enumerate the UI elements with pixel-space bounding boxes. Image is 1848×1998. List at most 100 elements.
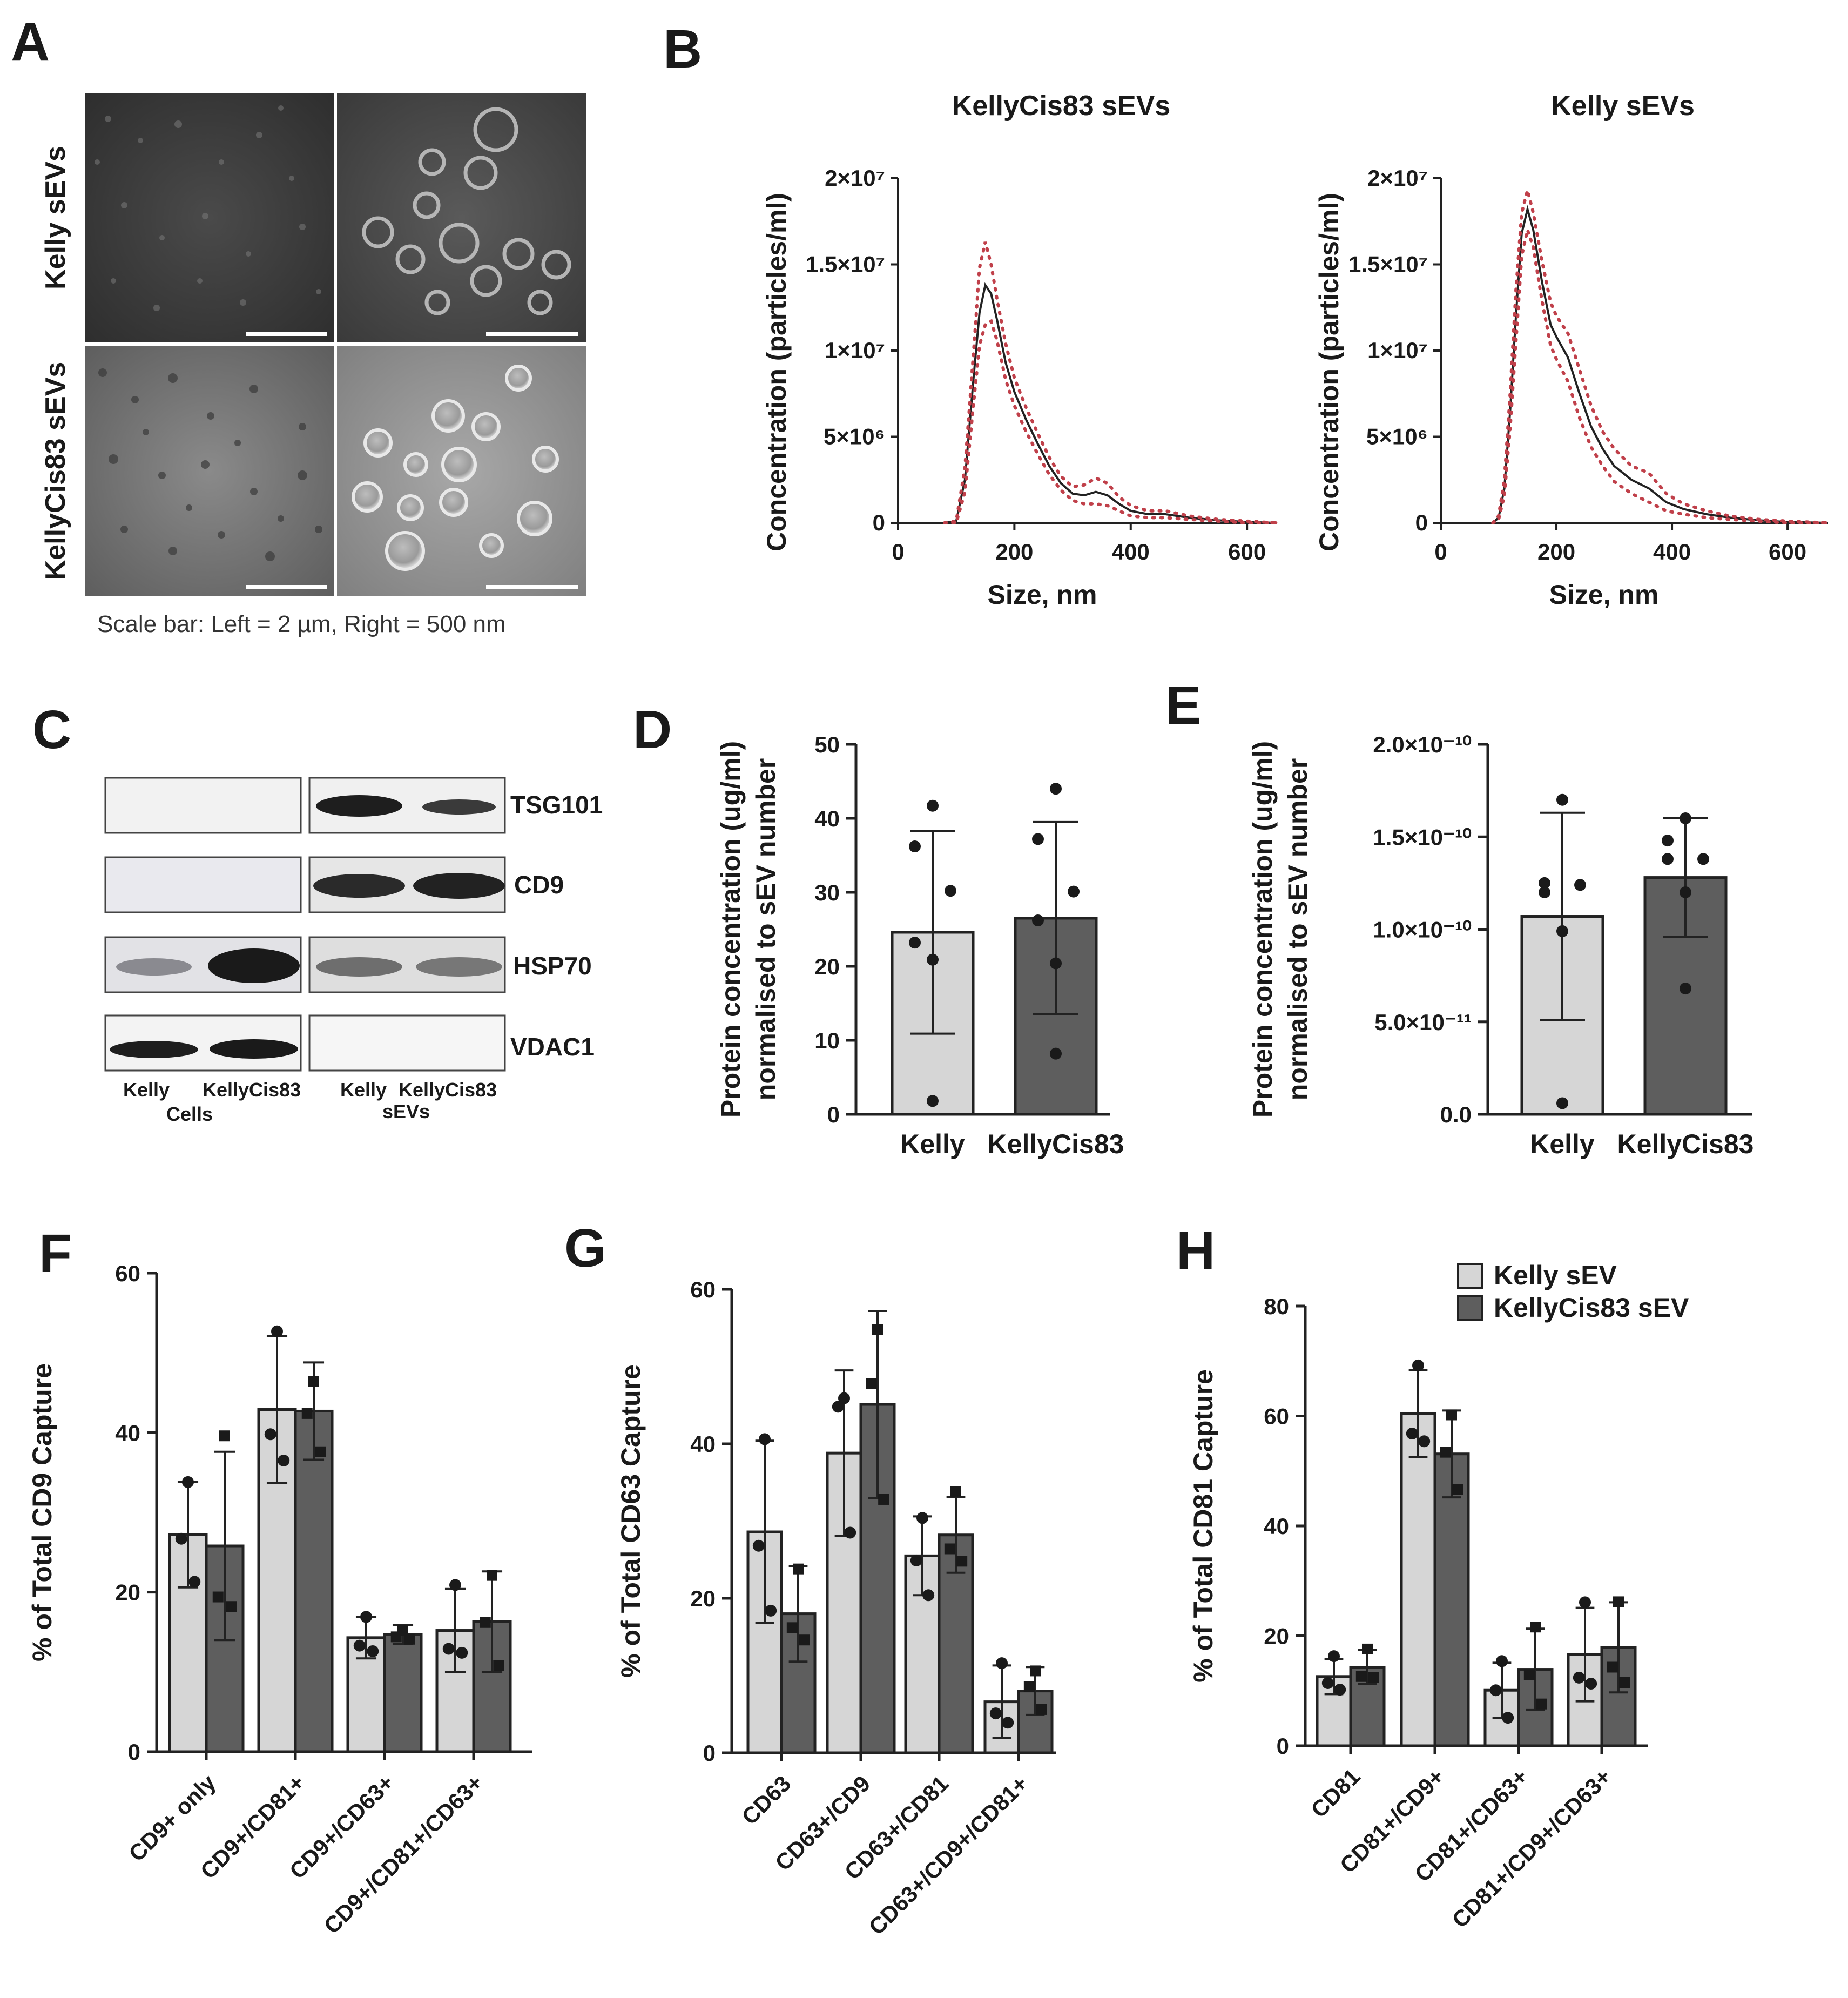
lane-label: Kelly bbox=[340, 1079, 387, 1101]
band bbox=[110, 1041, 198, 1058]
band bbox=[116, 958, 192, 976]
data-point bbox=[1050, 957, 1062, 970]
data-point bbox=[1362, 1643, 1373, 1654]
data-point bbox=[315, 1446, 326, 1457]
data-point bbox=[271, 1325, 283, 1337]
x-tick-label: CD9+ only bbox=[124, 1770, 221, 1867]
row-label-kellycis83: KellyCis83 sEVs bbox=[40, 362, 71, 581]
scale-bar bbox=[246, 585, 327, 589]
data-point bbox=[1536, 1698, 1547, 1710]
x-tick-label: Kelly bbox=[1530, 1129, 1595, 1159]
data-point bbox=[449, 1579, 461, 1591]
data-point bbox=[480, 1617, 491, 1628]
data-point bbox=[793, 1563, 804, 1575]
band bbox=[316, 957, 402, 977]
data-point bbox=[1556, 1097, 1568, 1109]
legend-label: Kelly sEV bbox=[1494, 1260, 1617, 1290]
data-point bbox=[878, 1494, 889, 1505]
band bbox=[208, 948, 300, 983]
y-tick-label: 0 bbox=[827, 1102, 840, 1127]
data-point bbox=[944, 1543, 955, 1555]
y-tick-label: 60 bbox=[115, 1261, 140, 1286]
chart-g: 0 20 40 60 % of Total CD63 Capture CD63 CD63+/… bbox=[616, 1277, 1056, 1940]
data-point bbox=[1050, 1047, 1062, 1060]
data-point bbox=[909, 840, 921, 853]
data-point bbox=[226, 1601, 237, 1612]
data-point bbox=[838, 1392, 850, 1404]
data-point bbox=[765, 1604, 777, 1617]
bar bbox=[383, 1633, 423, 1753]
data-point bbox=[909, 937, 921, 949]
bar bbox=[1433, 1452, 1470, 1747]
blot-vdac1: VDAC1 bbox=[104, 1014, 595, 1072]
y-tick-label: 2×10⁷ bbox=[1367, 165, 1428, 191]
y-tick-label: 20 bbox=[690, 1586, 716, 1611]
data-point bbox=[301, 1408, 313, 1419]
y-tick-label: 2×10⁷ bbox=[825, 165, 885, 191]
y-tick-label: 60 bbox=[1264, 1404, 1289, 1429]
data-point bbox=[1032, 914, 1044, 927]
y-tick-label: 60 bbox=[690, 1277, 716, 1302]
data-point bbox=[175, 1532, 187, 1545]
data-point bbox=[493, 1660, 504, 1671]
data-point bbox=[1539, 886, 1550, 898]
panel-label-b: B bbox=[663, 19, 702, 79]
blot-hsp70: HSP70 bbox=[104, 936, 592, 993]
blot-cd9: CD9 bbox=[104, 856, 564, 913]
data-point bbox=[1697, 853, 1709, 865]
data-point bbox=[1002, 1717, 1014, 1729]
bar bbox=[1400, 1412, 1436, 1747]
data-point bbox=[1446, 1409, 1457, 1421]
legend-label: KellyCis83 sEV bbox=[1494, 1293, 1689, 1323]
y-tick-label: 1×10⁷ bbox=[825, 338, 885, 363]
y-tick-label: 20 bbox=[1264, 1624, 1289, 1649]
tem-kellycis83-2um bbox=[85, 346, 334, 596]
band bbox=[210, 1039, 298, 1059]
data-point bbox=[1412, 1359, 1424, 1371]
scale-bar bbox=[486, 332, 578, 336]
data-point bbox=[950, 1486, 961, 1497]
data-point bbox=[390, 1631, 402, 1643]
y-axis-title: % of Total CD63 Capture bbox=[616, 1364, 646, 1678]
band-label-hsp70: HSP70 bbox=[513, 952, 592, 980]
data-point bbox=[212, 1591, 224, 1603]
chart-f: 0 20 40 60 % of Total CD9 Capture CD9+ only CD… bbox=[27, 1261, 532, 1939]
data-point bbox=[1368, 1672, 1379, 1683]
x-tick-label: CD81 bbox=[1306, 1764, 1365, 1822]
y-axis-title: Protein concentration (ug/ml) bbox=[1247, 741, 1278, 1118]
panel-label-f: F bbox=[39, 1223, 72, 1284]
data-point bbox=[759, 1433, 771, 1445]
band-label-vdac1: VDAC1 bbox=[510, 1033, 595, 1061]
data-point bbox=[989, 1707, 1002, 1720]
data-point bbox=[1530, 1622, 1541, 1633]
band bbox=[316, 795, 402, 817]
y-axis-title: % of Total CD81 Capture bbox=[1188, 1369, 1218, 1683]
data-point bbox=[1539, 877, 1550, 889]
scale-bar bbox=[486, 585, 578, 589]
legend-swatch bbox=[1457, 1263, 1483, 1289]
data-point bbox=[752, 1539, 765, 1552]
band-label-cd9: CD9 bbox=[514, 871, 564, 899]
y-tick-label: 0 bbox=[873, 510, 885, 535]
data-point bbox=[1023, 1681, 1035, 1692]
data-point bbox=[1355, 1671, 1367, 1682]
panel-label-g: G bbox=[564, 1218, 606, 1279]
x-axis-title: Size, nm bbox=[1549, 580, 1659, 610]
data-point bbox=[1496, 1655, 1508, 1667]
y-axis-title: normalised to sEV number bbox=[751, 758, 781, 1100]
data-point bbox=[1328, 1650, 1340, 1663]
data-point bbox=[1418, 1435, 1431, 1448]
data-point bbox=[927, 1095, 939, 1107]
y-tick-label: 50 bbox=[814, 732, 840, 757]
data-point bbox=[1068, 885, 1080, 898]
data-point bbox=[786, 1622, 798, 1633]
y-tick-label: 1×10⁷ bbox=[1367, 338, 1428, 363]
data-point bbox=[910, 1554, 922, 1566]
group-label-cells: Cells bbox=[166, 1103, 213, 1125]
x-tick-label: KellyCis83 bbox=[1617, 1129, 1754, 1159]
data-point bbox=[1334, 1684, 1346, 1696]
y-tick-label: 2.0×10⁻¹⁰ bbox=[1373, 732, 1472, 757]
y-tick-label: 1.5×10⁷ bbox=[806, 252, 885, 277]
panel-c: TSG101 CD9 HSP70 VDAC1 Kelly KellyCis83 bbox=[104, 777, 603, 1125]
data-point bbox=[182, 1476, 194, 1488]
